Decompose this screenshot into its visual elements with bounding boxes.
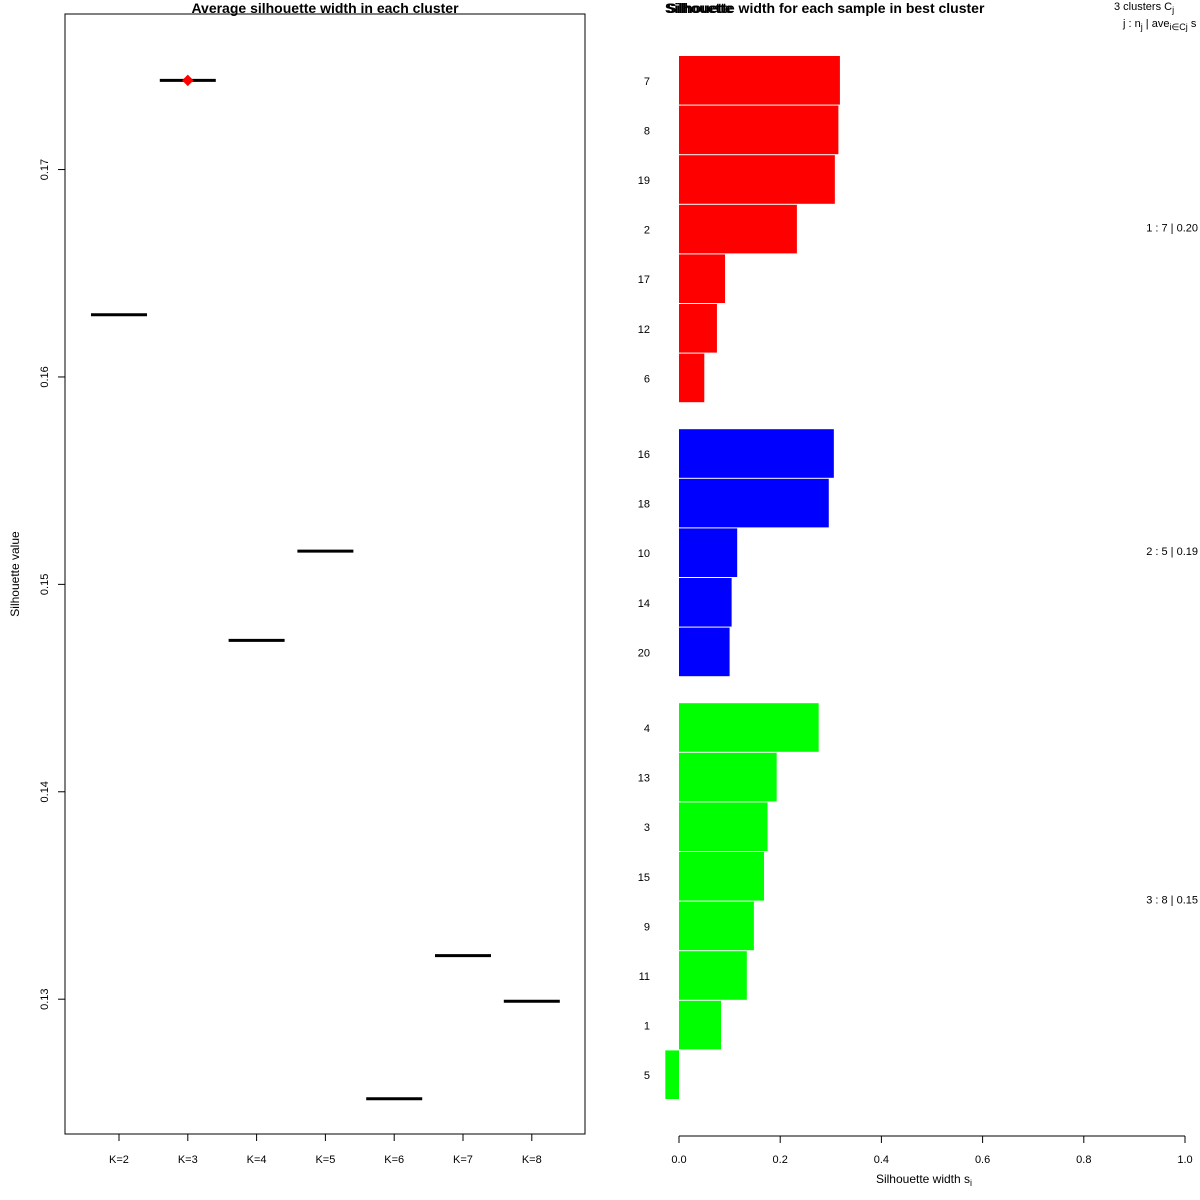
silhouette-bar-sample-6 (679, 353, 705, 403)
silhouette-bar-sample-9 (679, 901, 754, 951)
left-x-tick-label: K=3 (178, 1154, 198, 1166)
left-x-ticks: K=2 K=3 K=4 K=5 K=6 K=7 K=8 (109, 1134, 542, 1166)
left-marks (91, 74, 560, 1101)
sample-label: 13 (638, 773, 650, 785)
cluster-summary-3: 3 : 8 | 0.15 (1146, 895, 1198, 907)
cluster-summary-2: 2 : 5 | 0.19 (1146, 546, 1198, 558)
silhouette-bar-sample-7 (679, 56, 840, 105)
right-x-tick-label: 0.2 (773, 1154, 788, 1166)
sample-label: 12 (638, 324, 650, 336)
legend-header-line1: 3 clusters Cj (1114, 1, 1174, 15)
right-x-tick-label: 0.6 (975, 1154, 990, 1166)
sample-label: 8 (644, 125, 650, 137)
sample-label: 7 (644, 76, 650, 88)
sample-label: 20 (638, 647, 650, 659)
silhouette-bar-sample-10 (679, 528, 738, 577)
silhouette-bar-sample-18 (679, 478, 829, 528)
sample-label: 6 (644, 373, 650, 385)
silhouette-bar-sample-14 (679, 578, 732, 627)
cluster-summary-1: 1 : 7 | 0.20 (1146, 223, 1198, 235)
left-y-tick-label: 0.17 (39, 159, 51, 180)
left-y-tick-label: 0.16 (39, 366, 51, 387)
sample-label: 11 (639, 971, 650, 983)
silhouette-bar-sample-20 (679, 627, 730, 677)
sample-label: 9 (644, 921, 650, 933)
sample-silhouette-panel: Silhouette Silhouette width for each sam… (638, 0, 1198, 1188)
right-chart-title-overlap: Silhouette (665, 0, 733, 16)
left-x-tick-label: K=8 (522, 1154, 542, 1166)
silhouette-bar-sample-13 (679, 752, 777, 802)
silhouette-bar-sample-17 (679, 254, 726, 303)
right-chart-title: Silhouette width for each sample in best… (667, 0, 985, 16)
sample-label: 15 (638, 872, 650, 884)
right-bars (665, 56, 840, 1099)
sample-label: 16 (638, 449, 650, 461)
right-x-tick-label: 0.8 (1076, 1154, 1091, 1166)
silhouette-bar-sample-3 (679, 802, 768, 851)
silhouette-bar-sample-8 (679, 105, 839, 155)
left-y-ticks: 0.13 0.14 0.15 0.16 0.17 (39, 159, 65, 1010)
left-x-tick-label: K=5 (315, 1154, 335, 1166)
left-y-tick-label: 0.13 (39, 988, 51, 1009)
right-x-tick-label: 0.0 (671, 1154, 686, 1166)
left-y-tick-label: 0.15 (39, 574, 51, 595)
sample-label: 19 (638, 175, 650, 187)
left-x-tick-label: K=6 (384, 1154, 404, 1166)
silhouette-bar-sample-11 (679, 951, 747, 1000)
silhouette-bar-sample-16 (679, 429, 834, 478)
left-y-axis-label: Silhouette value (8, 531, 22, 617)
left-x-tick-label: K=2 (109, 1154, 129, 1166)
right-cluster-summaries: 1 : 7 | 0.20 2 : 5 | 0.19 3 : 8 | 0.15 (1146, 223, 1198, 907)
legend-header-line2: j : nj | avei∈Cj s (1122, 18, 1197, 32)
left-plot-frame (64, 13, 586, 1135)
sample-label: 10 (638, 548, 650, 560)
legend-header: 3 clusters Cj j : nj | avei∈Cj s (1114, 1, 1197, 32)
best-k-marker (182, 74, 194, 87)
left-x-tick-label: K=4 (247, 1154, 267, 1166)
silhouette-bar-sample-1 (679, 1000, 721, 1050)
silhouette-bar-sample-5 (665, 1050, 679, 1099)
left-x-tick-label: K=7 (453, 1154, 473, 1166)
sample-label: 18 (638, 499, 650, 511)
sample-label: 4 (644, 723, 650, 735)
silhouette-bar-sample-19 (679, 155, 835, 204)
right-x-tick-label: 1.0 (1177, 1154, 1192, 1166)
sample-label: 5 (644, 1070, 650, 1082)
silhouette-bar-sample-2 (679, 204, 797, 254)
right-x-axis-label: Silhouette width si (876, 1172, 972, 1188)
right-x-tick-label: 0.4 (874, 1154, 889, 1166)
sample-label: 3 (644, 822, 650, 834)
left-y-tick-label: 0.14 (39, 781, 51, 802)
sample-label: 17 (638, 274, 650, 286)
silhouette-bar-sample-4 (679, 703, 819, 752)
right-x-ticks: 0.0 0.2 0.4 0.6 0.8 1.0 (671, 1136, 1193, 1166)
silhouette-bar-sample-12 (679, 304, 717, 353)
sample-label: 1 (644, 1021, 650, 1033)
sample-label: 14 (638, 598, 650, 610)
sample-label: 2 (644, 225, 650, 237)
left-chart-title: Average silhouette width in each cluster (191, 0, 459, 16)
silhouette-bar-sample-15 (679, 852, 765, 901)
avg-silhouette-panel: Average silhouette width in each cluster… (8, 0, 586, 1166)
